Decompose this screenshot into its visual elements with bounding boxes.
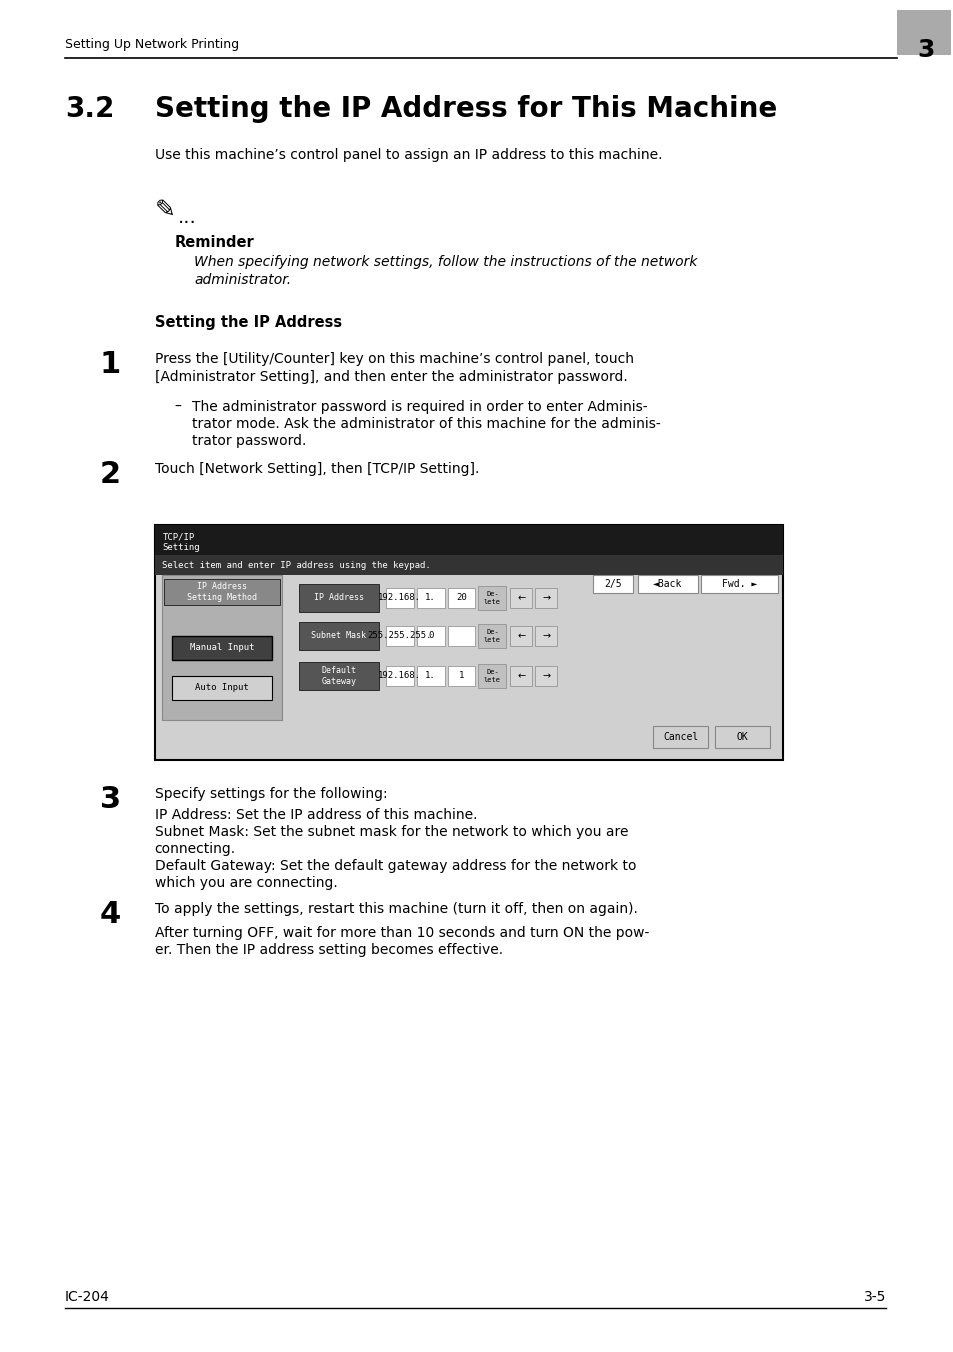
Text: Use this machine’s control panel to assign an IP address to this machine.: Use this machine’s control panel to assi… <box>154 147 661 162</box>
FancyBboxPatch shape <box>593 575 777 594</box>
Text: er. Then the IP address setting becomes effective.: er. Then the IP address setting becomes … <box>154 942 502 957</box>
FancyBboxPatch shape <box>478 585 506 610</box>
Text: 1.: 1. <box>425 594 436 603</box>
FancyBboxPatch shape <box>510 667 532 685</box>
FancyBboxPatch shape <box>593 575 633 594</box>
Text: ...: ... <box>177 208 196 227</box>
Text: To apply the settings, restart this machine (turn it off, then on again).: To apply the settings, restart this mach… <box>154 902 637 917</box>
Text: trator mode. Ask the administrator of this machine for the adminis-: trator mode. Ask the administrator of th… <box>193 416 660 431</box>
Text: 1.: 1. <box>425 672 436 680</box>
FancyBboxPatch shape <box>298 622 378 650</box>
Text: Default Gateway: Set the default gateway address for the network to: Default Gateway: Set the default gateway… <box>154 859 636 873</box>
Text: →: → <box>541 594 550 603</box>
Text: 0: 0 <box>428 631 433 641</box>
FancyBboxPatch shape <box>510 626 532 646</box>
Text: which you are connecting.: which you are connecting. <box>154 876 337 890</box>
FancyBboxPatch shape <box>164 579 280 604</box>
Text: When specifying network settings, follow the instructions of the network: When specifying network settings, follow… <box>194 256 697 269</box>
FancyBboxPatch shape <box>154 525 781 760</box>
FancyBboxPatch shape <box>416 667 444 685</box>
Text: 3: 3 <box>99 786 121 814</box>
Text: 255.255.255.: 255.255.255. <box>367 631 432 641</box>
Text: 2/5: 2/5 <box>603 579 621 589</box>
Text: IC-204: IC-204 <box>65 1290 110 1303</box>
Text: ✎: ✎ <box>154 197 175 222</box>
FancyBboxPatch shape <box>478 664 506 688</box>
Text: Cancel: Cancel <box>662 731 698 742</box>
Text: connecting.: connecting. <box>154 842 235 856</box>
Text: 1: 1 <box>458 672 464 680</box>
Text: Auto Input: Auto Input <box>195 684 249 692</box>
Text: Setting Up Network Printing: Setting Up Network Printing <box>65 38 238 51</box>
FancyBboxPatch shape <box>535 626 557 646</box>
FancyBboxPatch shape <box>714 726 769 748</box>
FancyBboxPatch shape <box>416 588 444 608</box>
Text: 2: 2 <box>99 460 121 489</box>
Text: 1: 1 <box>99 350 121 379</box>
Text: 4: 4 <box>99 900 121 929</box>
FancyBboxPatch shape <box>385 667 414 685</box>
Text: IP Address: Set the IP address of this machine.: IP Address: Set the IP address of this m… <box>154 808 476 822</box>
Text: ←: ← <box>517 671 525 681</box>
Text: After turning OFF, wait for more than 10 seconds and turn ON the pow-: After turning OFF, wait for more than 10… <box>154 926 648 940</box>
Text: 3-5: 3-5 <box>862 1290 885 1303</box>
FancyBboxPatch shape <box>447 667 475 685</box>
FancyBboxPatch shape <box>447 626 475 646</box>
FancyBboxPatch shape <box>510 588 532 608</box>
Text: [Administrator Setting], and then enter the administrator password.: [Administrator Setting], and then enter … <box>154 370 627 384</box>
Text: IP Address
Setting Method: IP Address Setting Method <box>187 583 257 602</box>
Text: 20: 20 <box>456 594 466 603</box>
Text: →: → <box>541 671 550 681</box>
FancyBboxPatch shape <box>162 575 282 721</box>
Text: Touch [Network Setting], then [TCP/IP Setting].: Touch [Network Setting], then [TCP/IP Se… <box>154 462 478 476</box>
Text: Fwd. ►: Fwd. ► <box>721 579 757 589</box>
Text: De-
lete: De- lete <box>483 669 500 683</box>
FancyBboxPatch shape <box>172 676 272 700</box>
FancyBboxPatch shape <box>385 588 414 608</box>
Text: trator password.: trator password. <box>193 434 307 448</box>
Text: Subnet Mask: Set the subnet mask for the network to which you are: Subnet Mask: Set the subnet mask for the… <box>154 825 627 840</box>
Text: De-
lete: De- lete <box>483 630 500 642</box>
FancyBboxPatch shape <box>896 9 950 55</box>
Text: Subnet Mask: Subnet Mask <box>311 631 366 641</box>
FancyBboxPatch shape <box>700 575 777 594</box>
Text: 192.168.: 192.168. <box>377 672 421 680</box>
Text: Specify settings for the following:: Specify settings for the following: <box>154 787 387 800</box>
Text: ←: ← <box>517 594 525 603</box>
FancyBboxPatch shape <box>535 588 557 608</box>
Text: Reminder: Reminder <box>174 235 253 250</box>
FancyBboxPatch shape <box>447 588 475 608</box>
Text: Press the [Utility/Counter] key on this machine’s control panel, touch: Press the [Utility/Counter] key on this … <box>154 352 633 366</box>
Text: IP Address: IP Address <box>314 594 363 603</box>
Text: Setting the IP Address: Setting the IP Address <box>154 315 341 330</box>
Text: 192.168.: 192.168. <box>377 594 421 603</box>
Text: De-
lete: De- lete <box>483 592 500 604</box>
Text: –: – <box>174 400 181 414</box>
Text: ←: ← <box>517 631 525 641</box>
FancyBboxPatch shape <box>172 635 272 660</box>
FancyBboxPatch shape <box>638 575 697 594</box>
FancyBboxPatch shape <box>416 626 444 646</box>
FancyBboxPatch shape <box>478 625 506 648</box>
Text: OK: OK <box>736 731 748 742</box>
Text: →: → <box>541 631 550 641</box>
Text: TCP/IP
Setting: TCP/IP Setting <box>162 533 200 553</box>
FancyBboxPatch shape <box>385 626 414 646</box>
Text: Manual Input: Manual Input <box>190 644 254 653</box>
FancyBboxPatch shape <box>298 584 378 612</box>
FancyBboxPatch shape <box>535 667 557 685</box>
Text: The administrator password is required in order to enter Adminis-: The administrator password is required i… <box>193 400 647 414</box>
Text: 3: 3 <box>916 38 934 62</box>
FancyBboxPatch shape <box>652 726 707 748</box>
FancyBboxPatch shape <box>154 525 781 556</box>
FancyBboxPatch shape <box>298 662 378 690</box>
Text: Default
Gateway: Default Gateway <box>321 667 356 685</box>
Text: administrator.: administrator. <box>194 273 292 287</box>
Text: Setting the IP Address for This Machine: Setting the IP Address for This Machine <box>154 95 776 123</box>
Text: Select item and enter IP address using the keypad.: Select item and enter IP address using t… <box>162 561 431 571</box>
Text: ◄Back: ◄Back <box>653 579 681 589</box>
Text: 3.2: 3.2 <box>65 95 114 123</box>
FancyBboxPatch shape <box>154 556 781 575</box>
